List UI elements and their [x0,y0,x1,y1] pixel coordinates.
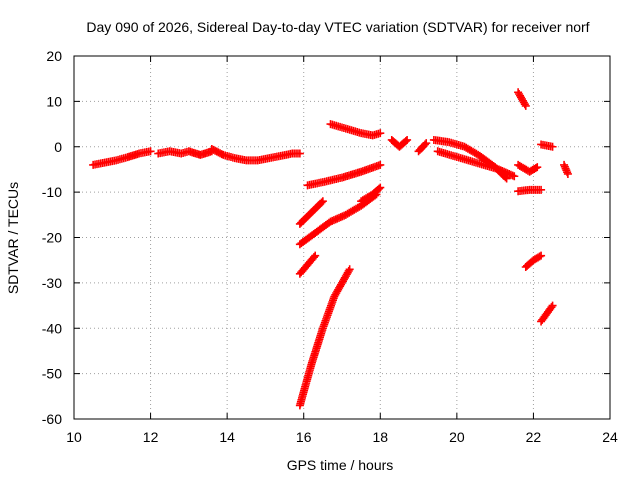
y-tick-label: -40 [42,320,62,336]
x-tick-labels: 10 12 14 16 18 20 22 24 [66,429,618,445]
y-tick-label: -30 [42,275,62,291]
data-series [303,160,385,190]
x-tick-label: 12 [143,429,159,445]
x-axis-label: GPS time / hours [287,457,394,473]
data-point [422,139,431,148]
y-tick-label: -60 [42,411,62,427]
data-point [502,174,511,183]
x-tick-label: 24 [602,429,618,445]
data-series [514,160,542,176]
data-point [376,160,385,169]
data-points [89,88,572,410]
data-series [537,301,557,326]
y-tick-label: 10 [46,93,62,109]
data-point [537,251,546,260]
x-tick-label: 18 [372,429,388,445]
y-tick-label: -20 [42,230,62,246]
data-point [295,149,304,158]
data-point [521,101,530,110]
data-point [537,185,546,194]
data-point [531,164,540,173]
data-series [207,145,304,165]
data-series [154,147,216,159]
y-tick-labels: -60 -50 -40 -30 -20 -10 0 10 20 [42,48,62,427]
y-tick-label: 20 [46,48,62,64]
data-point [146,147,155,156]
data-point [217,150,226,159]
grid-lines [74,56,610,419]
data-point [318,197,327,206]
data-point [510,172,519,181]
data-series [89,147,155,169]
data-point [311,251,320,260]
data-series [295,197,327,228]
data-point [547,303,556,312]
data-point [548,142,557,151]
data-series [433,147,519,181]
x-tick-label: 22 [526,429,542,445]
data-point [401,137,410,146]
data-series [414,139,431,156]
x-tick-label: 14 [219,429,235,445]
data-point [403,135,412,144]
data-series [514,185,546,196]
data-point [533,163,542,172]
data-series [326,120,385,140]
y-tick-label: -50 [42,366,62,382]
data-series [387,135,412,151]
data-series [357,183,385,206]
x-tick-label: 10 [66,429,82,445]
data-point [376,129,385,138]
data-series [521,251,546,271]
data-point [548,301,557,310]
data-point [420,140,429,149]
axis-ticks [73,55,611,420]
y-tick-label: -10 [42,184,62,200]
chart-title: Day 090 of 2026, Sidereal Day-to-day VTE… [86,19,589,35]
data-point [345,265,354,274]
data-point [317,198,326,207]
data-point [344,266,353,275]
data-point [563,169,572,178]
x-tick-label: 20 [449,429,465,445]
y-axis-label: SDTVAR / TECUs [5,182,21,294]
data-series [560,160,572,178]
data-series [514,88,530,110]
x-tick-label: 16 [296,429,312,445]
data-point [309,253,318,262]
data-series [295,251,320,278]
data-series [295,265,354,410]
data-series [537,140,557,151]
y-tick-label: 0 [54,139,62,155]
data-point [520,100,529,109]
data-point [376,183,385,192]
data-point [375,184,384,193]
data-point [535,252,544,261]
